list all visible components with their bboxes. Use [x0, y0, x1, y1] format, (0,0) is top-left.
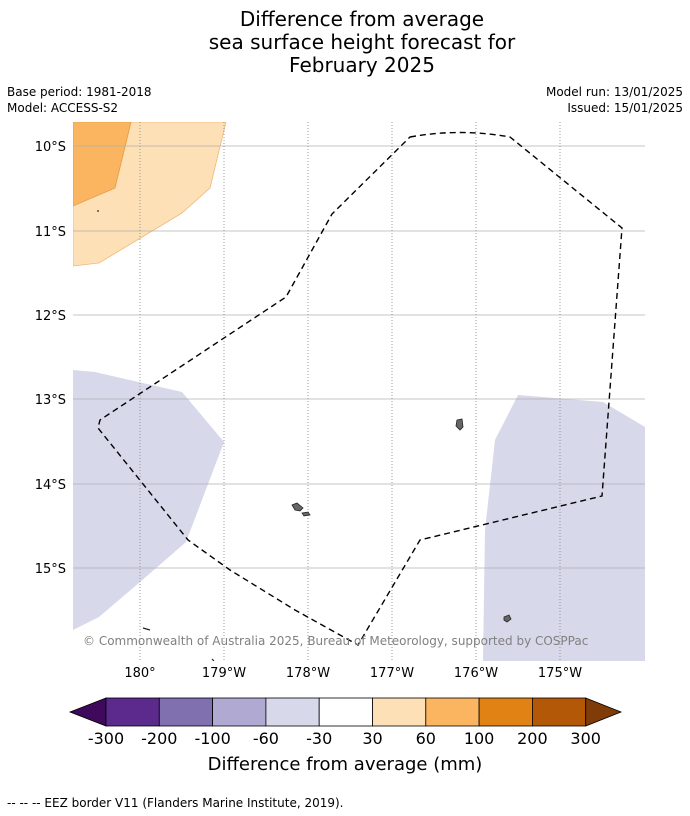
lat-tick-14s: 14°S [35, 478, 66, 493]
island-aunuu [301, 511, 311, 517]
map-credit: © Commonwealth of Australia 2025, Bureau… [83, 634, 588, 648]
cb-label-9: 200 [517, 729, 548, 748]
eez-border [97, 131, 623, 646]
latitude-tick-labels: 10°S 11°S 12°S 13°S 14°S 15°S [35, 140, 66, 577]
title-line-2: sea surface height forecast for [208, 30, 516, 54]
title-line-3: February 2025 [289, 53, 435, 77]
cb-label-8: 100 [464, 729, 495, 748]
eez-border-legend: -- -- -- EEZ border V11 (Flanders Marine… [7, 796, 344, 810]
colorbar-segment-9 [532, 697, 587, 727]
lat-tick-10s: 10°S [35, 140, 66, 155]
colorbar-segment-5 [318, 697, 373, 727]
base-period-info: Base period: 1981-2018 Model: ACCESS-S2 [7, 84, 152, 116]
cb-label-2: -200 [141, 729, 177, 748]
issued-date: Issued: 15/01/2025 [567, 101, 683, 115]
colorbar-segment-1 [105, 697, 160, 727]
cb-label-4: -60 [253, 729, 279, 748]
lon-tick-180: 180° [124, 666, 155, 681]
colorbar-extension-high [585, 697, 623, 727]
colorbar-title: Difference from average (mm) [208, 754, 483, 775]
latitude-gridlines [73, 145, 645, 569]
anomaly-minus30-60-region-west [73, 370, 224, 630]
lat-tick-11s: 11°S [35, 225, 66, 240]
colorbar-extension-low [68, 697, 107, 727]
anomaly-60-100-region [73, 122, 132, 207]
island-dot [97, 210, 99, 212]
colorbar-tick-labels: -300 -200 -100 -60 -30 30 60 100 200 300 [88, 729, 601, 748]
island-fragment-southeast [211, 658, 215, 661]
colorbar-segment-2 [158, 697, 214, 727]
model-run-info: Model run: 13/01/2025 Issued: 15/01/2025 [546, 84, 683, 116]
cb-label-1: -300 [88, 729, 124, 748]
lon-tick-176w: 176°W [454, 666, 498, 681]
island-swains [455, 418, 464, 431]
lon-tick-179w: 179°W [202, 666, 246, 681]
colorbar-segment-8 [478, 697, 533, 727]
colorbar-segment-4 [265, 697, 320, 727]
colorbar-segment-7 [425, 697, 480, 727]
lat-tick-12s: 12°S [35, 309, 66, 324]
cb-label-10: 300 [570, 729, 601, 748]
island-tutuila [291, 502, 304, 512]
map-area: © Commonwealth of Australia 2025, Bureau… [73, 122, 645, 661]
base-period: Base period: 1981-2018 [7, 85, 152, 99]
cb-label-7: 60 [416, 729, 436, 748]
island-fragment-south [142, 627, 151, 631]
colorbar-segment-6 [372, 697, 427, 727]
lat-tick-15s: 15°S [35, 562, 66, 577]
cb-label-3: -100 [194, 729, 230, 748]
lon-tick-178w: 178°W [286, 666, 330, 681]
colorbar [68, 697, 623, 727]
anomaly-minus30-60-region-east [483, 395, 645, 661]
lon-tick-175w: 175°W [538, 666, 582, 681]
model-name: Model: ACCESS-S2 [7, 101, 119, 115]
cb-label-6: 30 [362, 729, 382, 748]
map-title: Difference from average sea surface heig… [0, 8, 690, 77]
lon-tick-177w: 177°W [370, 666, 414, 681]
island-rose [503, 614, 512, 623]
title-line-1: Difference from average [239, 7, 485, 31]
colorbar-segment-3 [212, 697, 267, 727]
longitude-tick-labels: 180° 179°W 178°W 177°W 176°W 175°W [124, 666, 582, 681]
cb-label-5: -30 [306, 729, 332, 748]
lat-tick-13s: 13°S [35, 393, 66, 408]
model-run-date: Model run: 13/01/2025 [545, 85, 683, 99]
